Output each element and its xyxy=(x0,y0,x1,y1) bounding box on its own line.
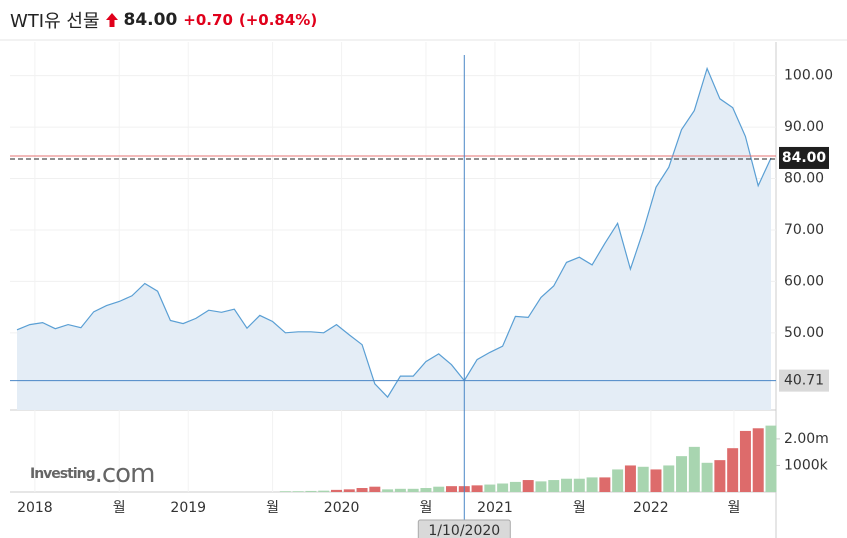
watermark-main: Investing xyxy=(30,466,95,482)
y-tick-label: 100.00 xyxy=(784,68,833,84)
volume-bar xyxy=(394,488,406,492)
volume-bar xyxy=(561,478,573,492)
change-percent: (+0.84%) xyxy=(238,11,318,29)
x-tick-label: 2019 xyxy=(170,500,206,516)
volume-bar xyxy=(484,484,496,492)
crosshair-x-box xyxy=(417,519,511,538)
volume-bar xyxy=(497,483,509,492)
price: 84.00 xyxy=(123,10,178,30)
volume-bar xyxy=(637,466,649,492)
title: WTI유 선물 xyxy=(10,11,100,32)
x-tick-label: 2018 xyxy=(17,500,53,516)
up-arrow xyxy=(105,13,118,27)
y-tick-label: 70.00 xyxy=(784,222,824,238)
volume-bar xyxy=(676,456,688,492)
volume-bar xyxy=(650,469,662,492)
volume-bar xyxy=(573,478,585,492)
volume-bar xyxy=(548,480,560,492)
volume-bar xyxy=(701,462,713,492)
y-tick-label: 50.00 xyxy=(784,325,824,341)
volume-bar xyxy=(420,488,432,492)
volume-bar xyxy=(688,446,700,492)
x-tick-label: 2020 xyxy=(324,500,360,516)
volume-bar xyxy=(433,486,445,492)
volume-tick-label: 2.00m xyxy=(784,431,829,447)
y-tick-label: 80.00 xyxy=(784,171,824,187)
volume-bar xyxy=(535,481,547,492)
volume-bar xyxy=(509,481,521,492)
volume-bar xyxy=(305,490,317,492)
x-tick-label: 월 xyxy=(727,500,740,516)
volume-tick-label: 1000k xyxy=(784,457,829,473)
last-price-box xyxy=(779,146,829,169)
volume-bar xyxy=(739,430,751,492)
volume-bar xyxy=(663,465,675,492)
volume-bar xyxy=(752,428,764,492)
volume-bar xyxy=(407,488,419,492)
volume-bar xyxy=(624,465,636,492)
volume-bar xyxy=(292,491,304,492)
volume-bar xyxy=(382,489,394,492)
volume-bar xyxy=(318,490,330,492)
x-tick-label: 월 xyxy=(420,500,433,516)
volume-bar xyxy=(765,425,777,492)
volume-bar xyxy=(727,448,739,492)
header: WTI유 선물 84.00 +0.70 (+0.84%) xyxy=(10,6,317,34)
volume-bar xyxy=(586,477,598,492)
volume-bar xyxy=(446,486,458,492)
volume-bar xyxy=(714,460,726,492)
last-price-label: 84.00 xyxy=(782,150,827,166)
y-tick-label: 60.00 xyxy=(784,273,824,289)
change: +0.70 xyxy=(183,11,233,29)
crosshair-y-box xyxy=(779,369,829,392)
y-tick-label: 90.00 xyxy=(784,119,824,135)
volume-bar xyxy=(471,485,483,492)
watermark: Investing.com xyxy=(30,459,154,489)
crosshair-x-label: 1/10/2020 xyxy=(428,523,500,538)
x-tick-label: 월 xyxy=(573,500,586,516)
watermark-suffix: .com xyxy=(95,459,155,489)
x-tick-label: 2022 xyxy=(633,500,669,516)
volume-bar xyxy=(356,488,368,492)
volume-bar xyxy=(369,486,381,492)
price-line xyxy=(16,66,772,399)
crosshair-y-label: 40.71 xyxy=(784,373,824,389)
volume-bar xyxy=(343,489,355,492)
x-tick-label: 월 xyxy=(266,500,279,516)
x-tick-label: 2021 xyxy=(477,500,513,516)
volume-bar xyxy=(599,477,611,492)
x-tick-label: 월 xyxy=(113,500,126,516)
volume-bar xyxy=(612,469,624,492)
volume-bar xyxy=(279,491,291,492)
price-area xyxy=(17,68,771,410)
volume-bar xyxy=(522,480,534,492)
volume-bar xyxy=(330,489,342,492)
